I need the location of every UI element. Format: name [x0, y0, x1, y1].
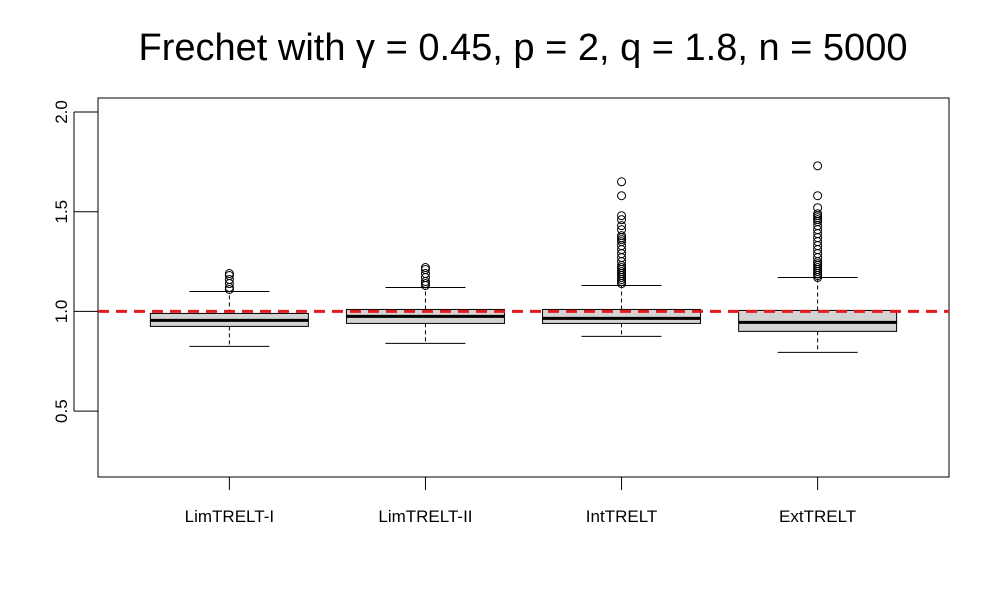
outlier-point — [224, 269, 234, 279]
outlier-point — [224, 275, 234, 285]
outlier-point — [617, 225, 627, 235]
x-tick-label: IntTRELT — [586, 507, 657, 526]
y-axis: 0.5 1.0 1.5 2.0 — [52, 100, 98, 423]
y-tick-label: 2.0 — [52, 100, 71, 124]
outlier-point — [420, 263, 430, 273]
chart-title: Frechet with γ = 0.45, p = 2, q = 1.8, n… — [139, 27, 908, 69]
y-tick-label: 0.5 — [52, 399, 71, 423]
outlier-point — [617, 177, 627, 187]
box-limtrelt-ii — [345, 263, 505, 344]
outlier-point — [617, 231, 627, 241]
outlier-point — [617, 221, 627, 231]
y-tick-label: 1.5 — [52, 200, 71, 224]
outlier-point — [813, 191, 823, 201]
x-axis: LimTRELT-I LimTRELT-II IntTRELT ExtTRELT — [185, 476, 856, 526]
x-tick-label: LimTRELT-II — [378, 507, 472, 526]
outlier-point — [813, 209, 823, 219]
outlier-point — [617, 211, 627, 221]
outlier-point — [617, 191, 627, 201]
box-exttrelt — [738, 161, 898, 353]
outlier-point — [813, 203, 823, 213]
outlier-point — [617, 215, 627, 225]
x-tick-label: ExtTRELT — [779, 507, 856, 526]
outlier-point — [813, 161, 823, 171]
outlier-point — [420, 269, 430, 279]
x-tick-label: LimTRELT-I — [185, 507, 274, 526]
boxes-group — [149, 161, 898, 353]
box-limtrelt-i — [149, 269, 309, 347]
y-tick-label: 1.0 — [52, 300, 71, 324]
